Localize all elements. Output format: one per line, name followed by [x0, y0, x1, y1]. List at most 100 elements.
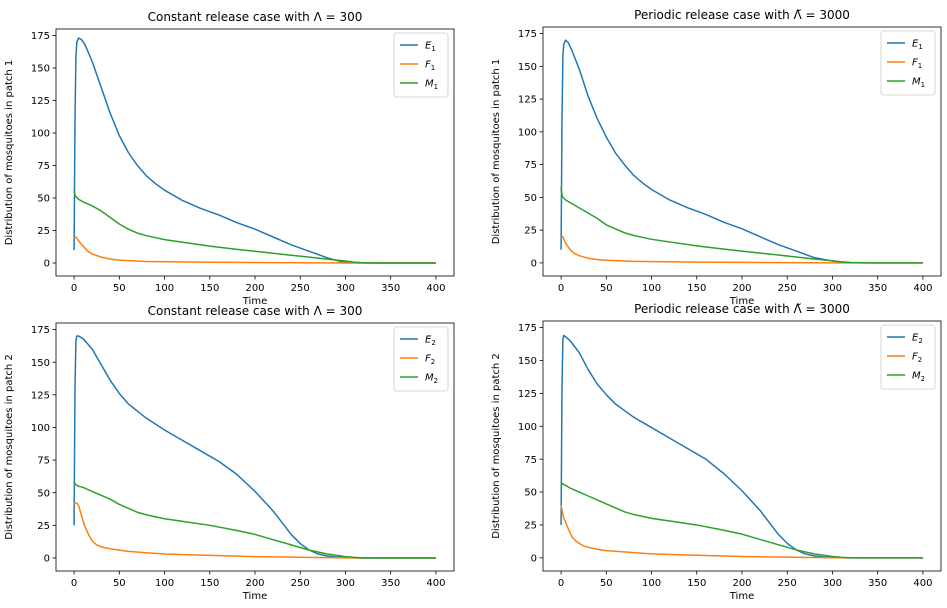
- series-line-m1: [560, 186, 923, 264]
- plot-area: [543, 321, 941, 571]
- legend-label: E2: [425, 335, 436, 348]
- x-tick-label: 50: [113, 578, 126, 589]
- y-tick-label: 125: [518, 389, 537, 400]
- chart-title: Constant release case with Λ = 300: [148, 10, 363, 24]
- legend-label: E1: [912, 39, 923, 52]
- x-tick-label: 150: [687, 283, 706, 294]
- x-axis-label: Time: [242, 296, 267, 307]
- x-axis-label: Time: [729, 591, 754, 602]
- plot-area: [543, 27, 941, 276]
- x-tick-label: 400: [426, 283, 445, 294]
- legend-label-subscript: 2: [918, 356, 922, 364]
- y-tick-label: 125: [31, 390, 50, 401]
- y-tick-label: 150: [31, 358, 50, 369]
- x-axis-label: Time: [242, 591, 267, 602]
- y-tick-label: 25: [37, 521, 50, 532]
- y-axis-label: Distribution of mosquitoes in patch 2: [4, 354, 15, 540]
- y-tick-label: 25: [524, 521, 537, 532]
- x-tick-label: 0: [71, 283, 77, 294]
- legend-label-subscript: 1: [918, 43, 922, 51]
- x-tick-label: 100: [642, 578, 661, 589]
- y-tick-label: 25: [37, 226, 50, 237]
- series-line-m2: [560, 481, 923, 559]
- legend-label: F2: [425, 354, 435, 367]
- x-tick-label: 300: [823, 283, 842, 294]
- chart-title: Constant release case with Λ = 300: [148, 304, 363, 318]
- legend-box: [880, 30, 936, 96]
- y-tick-label: 0: [44, 554, 50, 565]
- chart-title: Periodic release case with Λ̃ = 3000: [634, 302, 850, 316]
- legend-label-subscript: 1: [431, 45, 435, 53]
- chart-panel-2: 0 50 100 150 200 250 300 350 400 0 25 50 75 100 125 150…: [491, 8, 942, 307]
- y-tick-label: 75: [524, 160, 537, 171]
- series-line-f2: [73, 502, 436, 559]
- y-tick-label: 125: [518, 95, 537, 106]
- y-tick-label: 50: [37, 194, 50, 205]
- legend-label: F1: [912, 58, 922, 71]
- y-tick-label: 100: [518, 127, 537, 138]
- legend-box: [393, 32, 449, 98]
- legend-label-symbol: F: [425, 354, 431, 365]
- y-tick-label: 50: [524, 488, 537, 499]
- legend-label-subscript: 1: [434, 83, 438, 91]
- legend-label: M1: [912, 77, 925, 90]
- x-tick-label: 200: [732, 283, 751, 294]
- x-tick-label: 300: [336, 283, 355, 294]
- legend-box: [880, 324, 936, 390]
- x-tick-label: 0: [71, 578, 77, 589]
- plot-area: [56, 323, 454, 571]
- x-tick-label: 250: [291, 578, 310, 589]
- y-tick-label: 175: [518, 29, 537, 40]
- x-tick-label: 300: [336, 578, 355, 589]
- x-tick-label: 50: [600, 578, 613, 589]
- legend-label-symbol: M: [425, 79, 434, 90]
- x-tick-label: 100: [155, 283, 174, 294]
- legend-label: E2: [912, 333, 923, 346]
- y-tick-label: 50: [524, 193, 537, 204]
- legend-label-subscript: 1: [921, 81, 925, 89]
- legend-label: M1: [425, 79, 438, 92]
- y-axis-label: Distribution of mosquitoes in patch 2: [491, 353, 502, 539]
- x-tick-label: 400: [913, 283, 932, 294]
- y-axis-label: Distribution of mosquitoes in patch 1: [491, 59, 502, 245]
- legend-label: E1: [425, 41, 436, 54]
- y-tick-label: 50: [37, 488, 50, 499]
- series-line-f1: [73, 236, 436, 264]
- x-tick-label: 0: [558, 578, 564, 589]
- legend-label-symbol: E: [912, 333, 919, 344]
- y-tick-label: 100: [31, 423, 50, 434]
- legend-label-subscript: 2: [918, 337, 922, 345]
- y-tick-label: 100: [31, 129, 50, 140]
- y-tick-label: 25: [524, 226, 537, 237]
- legend-label-subscript: 2: [434, 377, 438, 385]
- x-tick-label: 300: [823, 578, 842, 589]
- x-tick-label: 150: [200, 578, 219, 589]
- x-tick-label: 50: [600, 283, 613, 294]
- legend-label-subscript: 2: [431, 358, 435, 366]
- legend-label-subscript: 2: [431, 339, 435, 347]
- y-tick-label: 75: [37, 161, 50, 172]
- legend-label-symbol: F: [912, 58, 918, 69]
- x-tick-label: 350: [868, 578, 887, 589]
- x-tick-label: 350: [868, 283, 887, 294]
- x-tick-label: 250: [778, 283, 797, 294]
- x-tick-label: 150: [200, 283, 219, 294]
- y-tick-label: 150: [518, 356, 537, 367]
- x-tick-label: 400: [913, 578, 932, 589]
- y-tick-label: 150: [518, 62, 537, 73]
- chart-panel-4: 0 50 100 150 200 250 300 350 400 0 25 50 75 100 125 150…: [491, 302, 942, 602]
- x-tick-label: 200: [732, 578, 751, 589]
- x-tick-label: 350: [381, 578, 400, 589]
- x-tick-label: 400: [426, 578, 445, 589]
- x-tick-label: 200: [245, 578, 264, 589]
- y-tick-label: 125: [31, 96, 50, 107]
- legend-label-symbol: E: [425, 335, 432, 346]
- x-tick-label: 100: [155, 578, 174, 589]
- series-line-e1: [73, 37, 436, 264]
- y-tick-label: 100: [518, 422, 537, 433]
- x-tick-label: 350: [381, 283, 400, 294]
